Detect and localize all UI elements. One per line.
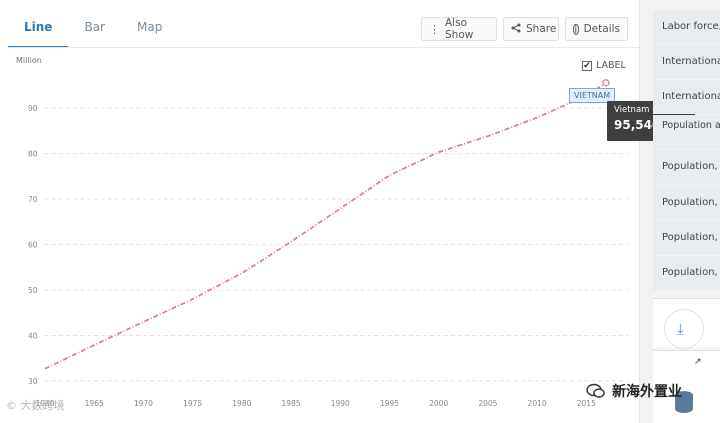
watermark-left: © 大数跨境: [6, 399, 65, 412]
x-tick-label: 2015: [577, 399, 596, 408]
x-tick-label: 1985: [282, 399, 301, 408]
wechat-icon: [586, 383, 605, 398]
chart-panel: Line Bar Map ⋮ Also Show Share i Details…: [0, 0, 640, 423]
external-link-icon: ↗: [694, 357, 702, 367]
details-button[interactable]: i Details: [565, 17, 628, 41]
y-tick-label: 90: [28, 104, 38, 113]
tab-bar[interactable]: Bar: [84, 20, 105, 34]
sidebar-item[interactable]: International: [653, 45, 720, 79]
info-icon: i: [573, 22, 579, 36]
x-tick-label: 1980: [232, 399, 251, 408]
x-tick-label: 1970: [134, 399, 153, 408]
y-tick-label: 80: [28, 150, 38, 159]
share-icon: [511, 23, 521, 36]
x-tick-label: 1965: [85, 399, 104, 408]
y-tick-label: 40: [28, 332, 38, 341]
also-show-label: Also Show: [445, 17, 474, 41]
more-vertical-icon: ⋮: [429, 22, 440, 36]
share-label: Share: [526, 23, 557, 35]
y-tick-label: 50: [28, 286, 38, 295]
label-toggle[interactable]: ✔ LABEL: [582, 60, 626, 71]
line-chart: 30 40 50 60 70 80 90 1960 1965 1970 1975 1980 1985 19…: [28, 79, 628, 408]
download-card[interactable]: ⤓: [653, 298, 720, 349]
sidebar-item[interactable]: Population a (population): [653, 115, 720, 149]
label-checkbox[interactable]: ✔: [582, 60, 592, 71]
x-tick-label: 1990: [331, 399, 350, 408]
y-tick-label: 60: [28, 241, 38, 250]
x-tick-label: 1995: [380, 399, 399, 408]
watermark-right-text: 新海外置业: [612, 384, 682, 400]
also-show-button[interactable]: ⋮ Also Show: [421, 17, 497, 41]
series-line-vietnam: [44, 82, 607, 370]
sidebar-item[interactable]: Labor force,: [653, 10, 720, 44]
series-label-tag: VIETNAM: [569, 88, 616, 103]
x-tick-label: 1975: [183, 399, 202, 408]
watermark-right: 新海外置业: [586, 381, 682, 401]
x-tick-label: 2010: [528, 399, 547, 408]
databank-card[interactable]: ↗: [653, 350, 720, 423]
tooltip-title: Vietnam (2017): [614, 105, 681, 115]
tab-map[interactable]: Map: [136, 20, 163, 34]
download-button[interactable]: [664, 309, 704, 349]
tab-divider: [8, 47, 639, 48]
sidebar-item[interactable]: Population,: [653, 186, 720, 220]
data-point-2017: [602, 79, 610, 87]
sidebar-item[interactable]: Population,: [653, 256, 720, 290]
y-axis-unit: Million: [16, 56, 42, 65]
x-tick-label: 1960: [35, 399, 54, 408]
database-icon: [675, 391, 693, 413]
details-label: Details: [583, 23, 620, 35]
x-tick-label: 2005: [478, 399, 497, 408]
share-button[interactable]: Share: [503, 17, 559, 41]
sidebar-item[interactable]: Population,: [653, 221, 720, 255]
sidebar-item[interactable]: International: [653, 80, 720, 114]
download-icon: ⤓: [677, 320, 684, 338]
y-tick-label: 70: [28, 195, 38, 204]
label-toggle-text: LABEL: [596, 60, 626, 71]
related-indicators-panel: Labor force, International International…: [653, 0, 720, 423]
x-tick-label: 2000: [429, 399, 448, 408]
sidebar-item[interactable]: Population,: [653, 150, 720, 185]
y-tick-label: 30: [28, 377, 38, 386]
